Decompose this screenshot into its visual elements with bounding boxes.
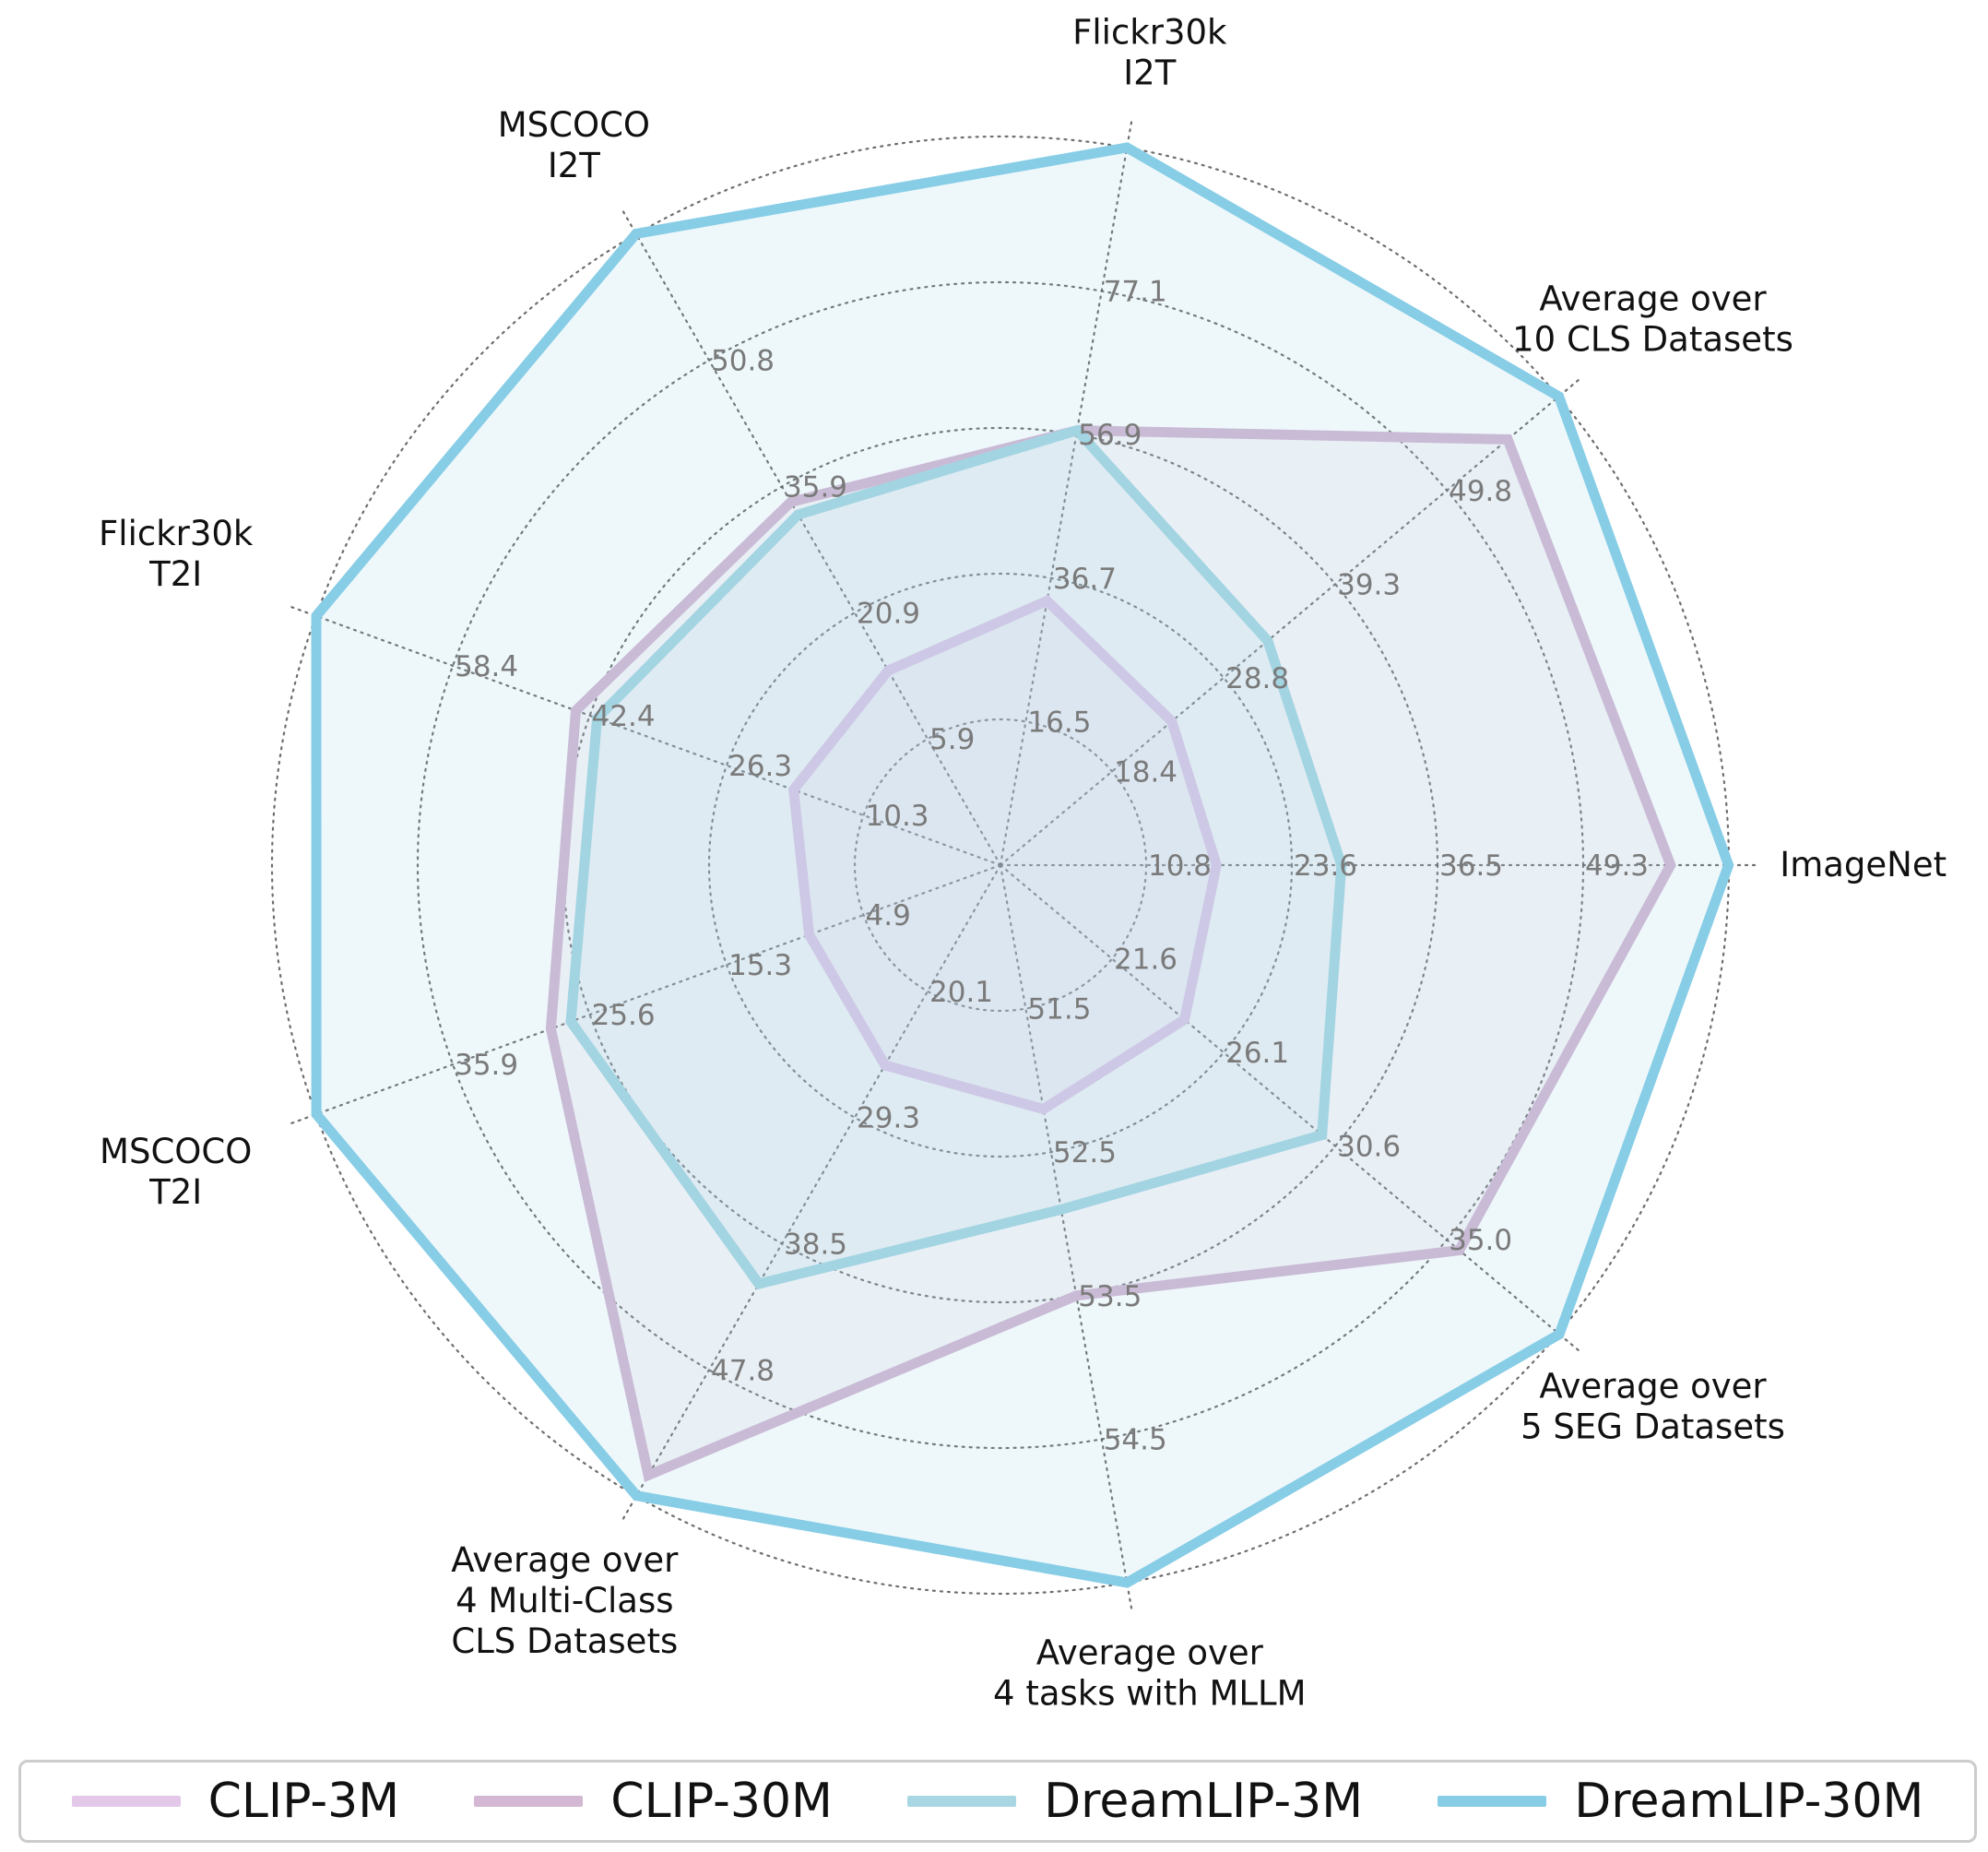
legend-swatch [474,1796,584,1807]
series-clip-3m [787,594,1222,1115]
tick-label: 35.9 [784,471,847,505]
tick-label: 21.6 [1114,944,1177,977]
tick-label: 10.8 [1148,849,1212,883]
axis-spoke-4 [621,208,1002,867]
axis-spoke-5 [287,604,1002,867]
legend-swatch [1438,1796,1547,1807]
legend-item: DreamLIP-30M [1438,1774,1923,1829]
series-layer [311,142,1734,1588]
tick-label: 52.5 [1053,1136,1117,1169]
tick-label: 51.5 [1027,993,1091,1027]
tick-label: 38.5 [784,1229,847,1262]
tick-label: 5.9 [929,723,975,756]
tick-label: 30.6 [1337,1131,1401,1164]
axis-label: 4 tasks with MLLM [993,1674,1307,1714]
tick-label: 29.3 [857,1102,920,1135]
grid-ring-2 [707,572,1294,1158]
legend-label: DreamLIP-30M [1574,1774,1924,1829]
axis-label: I2T [548,146,600,185]
tick-label: 35.0 [1449,1224,1512,1257]
tick-label: 18.4 [1114,755,1177,789]
tick-label: 53.5 [1078,1280,1142,1313]
legend-swatch [71,1796,181,1807]
axis-label: ImageNet [1780,845,1947,884]
tick-label: 4.9 [866,899,911,932]
tick-label: 35.9 [455,1049,518,1082]
tick-label: 16.5 [1027,706,1091,739]
tick-label: 47.8 [711,1354,775,1387]
series-dreamlip-3m [565,424,1347,1290]
legend-label: CLIP-3M [207,1774,400,1829]
tick-label: 49.3 [1585,849,1649,883]
legend-swatch [907,1796,1017,1807]
axis-label: MSCOCO [498,105,650,145]
tick-label: 36.7 [1053,563,1117,596]
axis-label: Average over [1539,279,1767,319]
axis-label: T2I [148,554,202,594]
axis-label: Flickr30k [1072,13,1227,53]
radar-chart: 10.8 23.6 36.5 49.3 18.4 28.8 39.3 49.8 16.5 36.7… [99,13,1947,1714]
series-clip-30m [545,425,1676,1483]
axis-label: Average over [451,1540,679,1580]
tick-label: 50.8 [711,345,775,378]
tick-label: 49.8 [1449,475,1512,508]
legend: CLIP-3M CLIP-30M DreamLIP-3M DreamLIP-30M [18,1760,1977,1843]
tick-label: 42.4 [592,700,656,733]
grid-layer [270,117,1759,1613]
axis-label: MSCOCO [100,1132,252,1171]
tick-label: 10.3 [866,800,929,833]
tick-label: 56.9 [1078,419,1142,452]
axis-label: Average over [1036,1633,1264,1673]
tick-label: 77.1 [1104,276,1167,309]
axis-spoke-9 [999,863,1582,1354]
axis-label: T2I [148,1172,202,1212]
tick-label: 23.6 [1294,849,1357,883]
tick-label: 39.3 [1337,568,1401,601]
tick-label: 36.5 [1439,849,1503,883]
axis-label: Average over [1539,1366,1767,1406]
tick-label: 28.8 [1225,662,1289,695]
tick-label: 26.3 [728,750,792,783]
axis-label: 10 CLS Datasets [1512,320,1793,360]
axis-label: CLS Datasets [451,1621,678,1661]
tick-label: 20.9 [857,597,920,630]
axis-spoke-7 [621,863,1002,1523]
tick-label: 15.3 [728,949,792,982]
legend-label: DreamLIP-3M [1044,1774,1364,1829]
tick-label: 26.1 [1225,1037,1289,1070]
tick-layer: 10.8 23.6 36.5 49.3 18.4 28.8 39.3 49.8 16.5 36.7… [455,276,1649,1457]
tick-label: 25.6 [592,999,656,1032]
axis-label: Flickr30k [99,514,254,553]
axis-label: 4 Multi-Class [456,1581,673,1620]
series-dreamlip-30m [311,142,1734,1588]
grid-ring-1 [853,718,1148,1013]
axis-spoke-3 [999,117,1133,867]
axis-label: 5 SEG Datasets [1521,1407,1785,1446]
legend-item: CLIP-3M [71,1774,400,1829]
legend-label: CLIP-30M [610,1774,833,1829]
axis-spoke-2 [999,376,1582,867]
legend-item: CLIP-30M [474,1774,833,1829]
legend-item: DreamLIP-3M [907,1774,1363,1829]
axis-spoke-8 [999,863,1133,1613]
axis-label: I2T [1123,53,1176,93]
tick-label: 58.4 [455,650,518,683]
tick-label: 20.1 [929,976,993,1009]
axis-spoke-6 [287,863,1002,1126]
tick-label: 54.5 [1104,1423,1167,1456]
